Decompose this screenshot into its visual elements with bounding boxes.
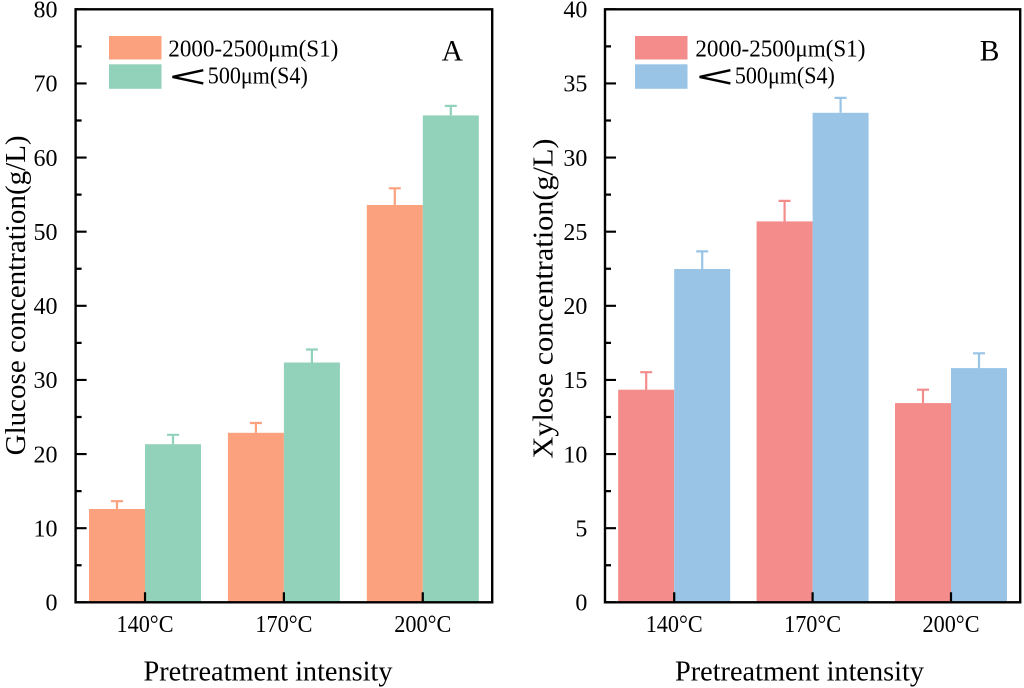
svg-text:500μm(S4): 500μm(S4) bbox=[208, 63, 308, 89]
svg-text:10: 10 bbox=[34, 516, 58, 542]
svg-text:15: 15 bbox=[563, 368, 587, 394]
svg-text:B: B bbox=[980, 35, 1000, 67]
svg-text:60: 60 bbox=[34, 146, 58, 172]
svg-text:200°C: 200°C bbox=[394, 611, 451, 638]
svg-text:2000-2500μm(S1): 2000-2500μm(S1) bbox=[695, 36, 865, 62]
svg-text:0: 0 bbox=[46, 591, 58, 617]
svg-text:80: 80 bbox=[34, 0, 58, 24]
svg-text:20: 20 bbox=[34, 442, 58, 468]
svg-text:Xylose concentration(g/L): Xylose concentration(g/L) bbox=[528, 139, 560, 459]
svg-text:500μm(S4): 500μm(S4) bbox=[735, 63, 835, 89]
svg-text:10: 10 bbox=[563, 442, 587, 468]
svg-text:200°C: 200°C bbox=[923, 611, 980, 638]
svg-text:30: 30 bbox=[563, 146, 587, 172]
svg-text:40: 40 bbox=[34, 294, 58, 320]
svg-text:40: 40 bbox=[563, 0, 587, 24]
svg-text:50: 50 bbox=[34, 220, 58, 246]
svg-text:70: 70 bbox=[34, 72, 58, 98]
svg-text:Pretreatment intensity: Pretreatment intensity bbox=[144, 655, 393, 687]
svg-text:170°C: 170°C bbox=[255, 611, 312, 638]
svg-text:170°C: 170°C bbox=[784, 611, 841, 638]
svg-text:Glucose concentration(g/L): Glucose concentration(g/L) bbox=[0, 135, 32, 455]
svg-text:30: 30 bbox=[34, 368, 58, 394]
svg-text:5: 5 bbox=[575, 516, 587, 542]
svg-text:25: 25 bbox=[563, 220, 587, 246]
svg-text:A: A bbox=[442, 35, 464, 67]
svg-text:140°C: 140°C bbox=[646, 611, 703, 638]
svg-text:2000-2500μm(S1): 2000-2500μm(S1) bbox=[168, 36, 338, 62]
svg-text:35: 35 bbox=[563, 72, 587, 98]
svg-text:140°C: 140°C bbox=[117, 611, 174, 638]
svg-text:20: 20 bbox=[563, 294, 587, 320]
svg-text:0: 0 bbox=[575, 591, 587, 617]
svg-text:Pretreatment intensity: Pretreatment intensity bbox=[675, 655, 924, 687]
